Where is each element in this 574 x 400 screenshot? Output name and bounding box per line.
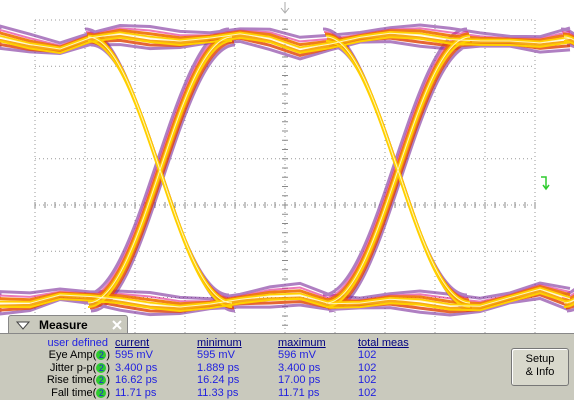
label-suffix: ) xyxy=(106,362,110,374)
eye-trace xyxy=(0,41,574,315)
collapse-icon[interactable] xyxy=(17,322,29,329)
measurement-maximum: 596 mV xyxy=(278,349,316,361)
row-label: Jitter p-p(2) xyxy=(50,362,110,374)
eye-trace xyxy=(0,35,574,309)
label-suffix: ) xyxy=(106,387,110,399)
button-line: Setup xyxy=(512,353,568,366)
eye-trace xyxy=(0,33,574,307)
measurement-minimum: 595 mV xyxy=(197,349,235,361)
measurement-minimum: 1.889 ps xyxy=(197,362,239,374)
label-prefix: Eye Amp( xyxy=(49,349,97,361)
label-suffix: ) xyxy=(106,349,110,361)
measurement-current: 16.62 ps xyxy=(115,374,157,386)
measurement-maximum: 3.400 ps xyxy=(278,362,320,374)
measure-panel: user defined current minimum maximum total m… xyxy=(0,333,574,400)
row-label: Eye Amp(2) xyxy=(49,349,110,361)
panel-title: Measure xyxy=(39,318,88,332)
scope-window: Measure user defined current minimum maximu… xyxy=(0,0,574,400)
button-line: & Info xyxy=(512,366,568,379)
measurement-current: 11.71 ps xyxy=(115,387,156,399)
close-icon[interactable] xyxy=(113,321,121,329)
row-label: Rise time(2) xyxy=(47,374,110,386)
label-prefix: Jitter p-p( xyxy=(50,362,96,374)
column-header: minimum xyxy=(197,337,242,349)
label-prefix: Rise time( xyxy=(47,374,97,386)
trigger-marker xyxy=(281,2,289,13)
measurement-current: 595 mV xyxy=(115,349,153,361)
channel-marker xyxy=(541,177,549,189)
channel-badge: 2 xyxy=(96,363,106,373)
setup-info-button[interactable]: Setup & Info xyxy=(511,348,569,386)
measurement-minimum: 16.24 ps xyxy=(197,374,239,386)
measurement-current: 3.400 ps xyxy=(115,362,157,374)
measurement-total: 102 xyxy=(358,387,376,399)
label-suffix: ) xyxy=(106,374,110,386)
measurement-total: 102 xyxy=(358,374,376,386)
channel-badge: 2 xyxy=(96,350,106,360)
measurement-maximum: 11.71 ps xyxy=(278,387,319,399)
label-prefix: Fall time( xyxy=(51,387,96,399)
measurement-minimum: 11.33 ps xyxy=(197,387,238,399)
measurement-total: 102 xyxy=(358,349,376,361)
column-header: user defined xyxy=(47,337,108,349)
column-header: maximum xyxy=(278,337,326,349)
channel-badge: 2 xyxy=(96,375,106,385)
measurement-maximum: 17.00 ps xyxy=(278,374,320,386)
measure-tab[interactable]: Measure xyxy=(8,315,128,335)
row-label: Fall time(2) xyxy=(51,387,110,399)
eye-trace xyxy=(0,30,574,304)
eye-trace xyxy=(0,38,574,312)
column-header: total meas xyxy=(358,337,409,349)
column-header: current xyxy=(115,337,149,349)
eye-trace xyxy=(0,32,574,306)
measurement-total: 102 xyxy=(358,362,376,374)
channel-badge: 2 xyxy=(96,388,106,398)
